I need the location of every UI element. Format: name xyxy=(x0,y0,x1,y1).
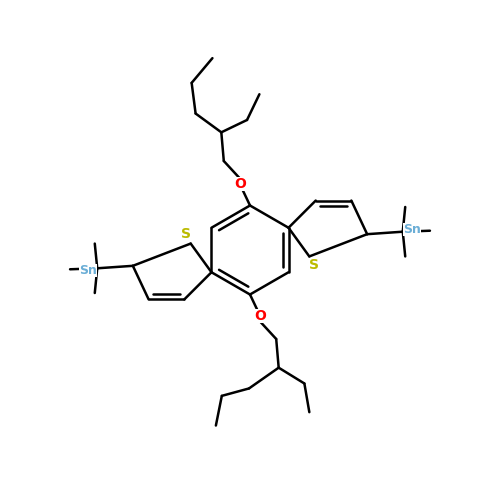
Text: Sn: Sn xyxy=(80,264,98,278)
Text: Sn: Sn xyxy=(402,222,420,235)
Text: O: O xyxy=(234,177,246,191)
Text: S: S xyxy=(309,258,319,272)
Text: S: S xyxy=(181,226,191,240)
Text: O: O xyxy=(254,309,266,323)
